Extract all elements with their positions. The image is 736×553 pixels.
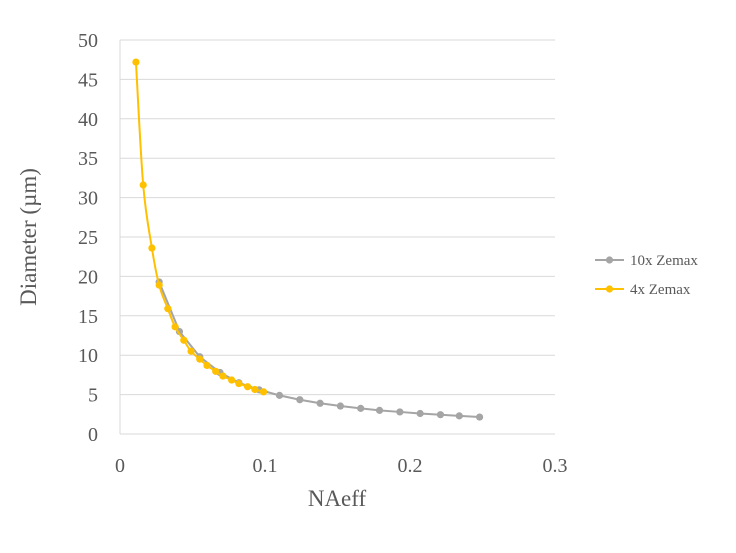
y-tick-label: 0 xyxy=(88,424,98,446)
data-point xyxy=(155,281,163,289)
legend-entry: 4x Zemax xyxy=(595,282,691,298)
legend-marker xyxy=(605,285,614,293)
data-point xyxy=(375,406,384,414)
y-tick-label: 30 xyxy=(78,188,98,210)
data-point xyxy=(212,367,220,375)
y-tick-label: 45 xyxy=(78,69,98,91)
y-tick-label: 50 xyxy=(78,30,98,52)
data-point xyxy=(180,336,188,344)
y-axis-title: Diameter (µm) xyxy=(16,168,41,306)
legend-label: 4x Zemax xyxy=(630,282,691,298)
data-point xyxy=(132,58,140,66)
y-tick-label: 20 xyxy=(78,266,98,288)
x-axis-title: NAeff xyxy=(308,486,367,511)
legend: 10x Zemax 4x Zemax xyxy=(595,253,698,298)
data-point xyxy=(296,396,304,404)
y-tick-label: 10 xyxy=(78,345,98,367)
data-point xyxy=(164,305,172,313)
data-point xyxy=(171,323,179,331)
legend-label: 10x Zemax xyxy=(630,253,698,269)
data-point xyxy=(455,412,463,420)
series-line xyxy=(158,281,480,419)
data-point xyxy=(396,408,404,416)
data-point xyxy=(416,409,424,418)
series-0 xyxy=(155,278,484,421)
data-point xyxy=(196,355,204,363)
x-tick-label: 0.2 xyxy=(398,455,423,477)
gridlines xyxy=(120,39,555,396)
data-point xyxy=(148,244,156,252)
x-tick-label: 0.3 xyxy=(543,455,568,477)
data-point xyxy=(139,181,147,189)
data-point xyxy=(336,402,344,410)
x-tick-label: 0 xyxy=(115,455,125,477)
data-point xyxy=(219,372,227,380)
plot-area xyxy=(132,58,484,421)
data-point xyxy=(203,361,211,370)
y-tick-label: 35 xyxy=(78,148,98,170)
data-point xyxy=(316,399,324,407)
legend-marker xyxy=(605,256,614,264)
series-line xyxy=(134,62,264,393)
legend-entry: 10x Zemax xyxy=(595,253,698,269)
tick-labels: 0 5 10 15 20 25 30 35 40 45 50 0 0.1 0.2 0.3 xyxy=(78,30,568,477)
data-point xyxy=(244,383,252,391)
data-point xyxy=(259,388,268,396)
axes xyxy=(119,40,555,435)
y-tick-label: 5 xyxy=(88,385,98,407)
y-tick-label: 15 xyxy=(78,306,98,328)
data-point xyxy=(251,385,259,394)
data-point xyxy=(275,391,284,399)
data-point xyxy=(357,404,365,412)
x-tick-label: 0.1 xyxy=(253,455,278,477)
series-1 xyxy=(132,58,268,396)
data-point xyxy=(187,347,195,355)
data-point xyxy=(476,413,484,421)
y-tick-label: 25 xyxy=(78,227,98,249)
data-point xyxy=(228,376,236,384)
y-tick-label: 40 xyxy=(78,109,98,131)
data-point xyxy=(235,379,243,388)
data-point xyxy=(436,411,445,419)
